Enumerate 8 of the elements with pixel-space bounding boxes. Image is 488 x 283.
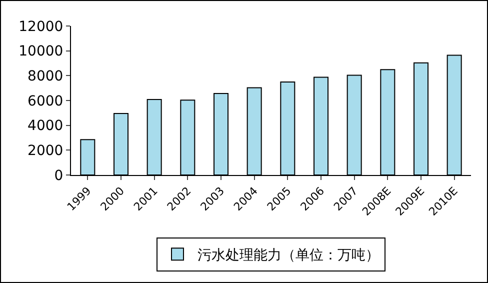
y-tick-label: 4000 <box>28 118 64 134</box>
y-tick-label: 6000 <box>28 93 64 110</box>
y-tick-label: 8000 <box>28 68 64 85</box>
y-tick-label: 2000 <box>28 143 64 160</box>
y-tick-label: 12000 <box>18 18 64 35</box>
y-tick-label: 0 <box>54 168 64 184</box>
legend-label: 污水处理能力（单位：万吨） <box>198 248 380 264</box>
y-tick-label: 10000 <box>18 44 64 60</box>
